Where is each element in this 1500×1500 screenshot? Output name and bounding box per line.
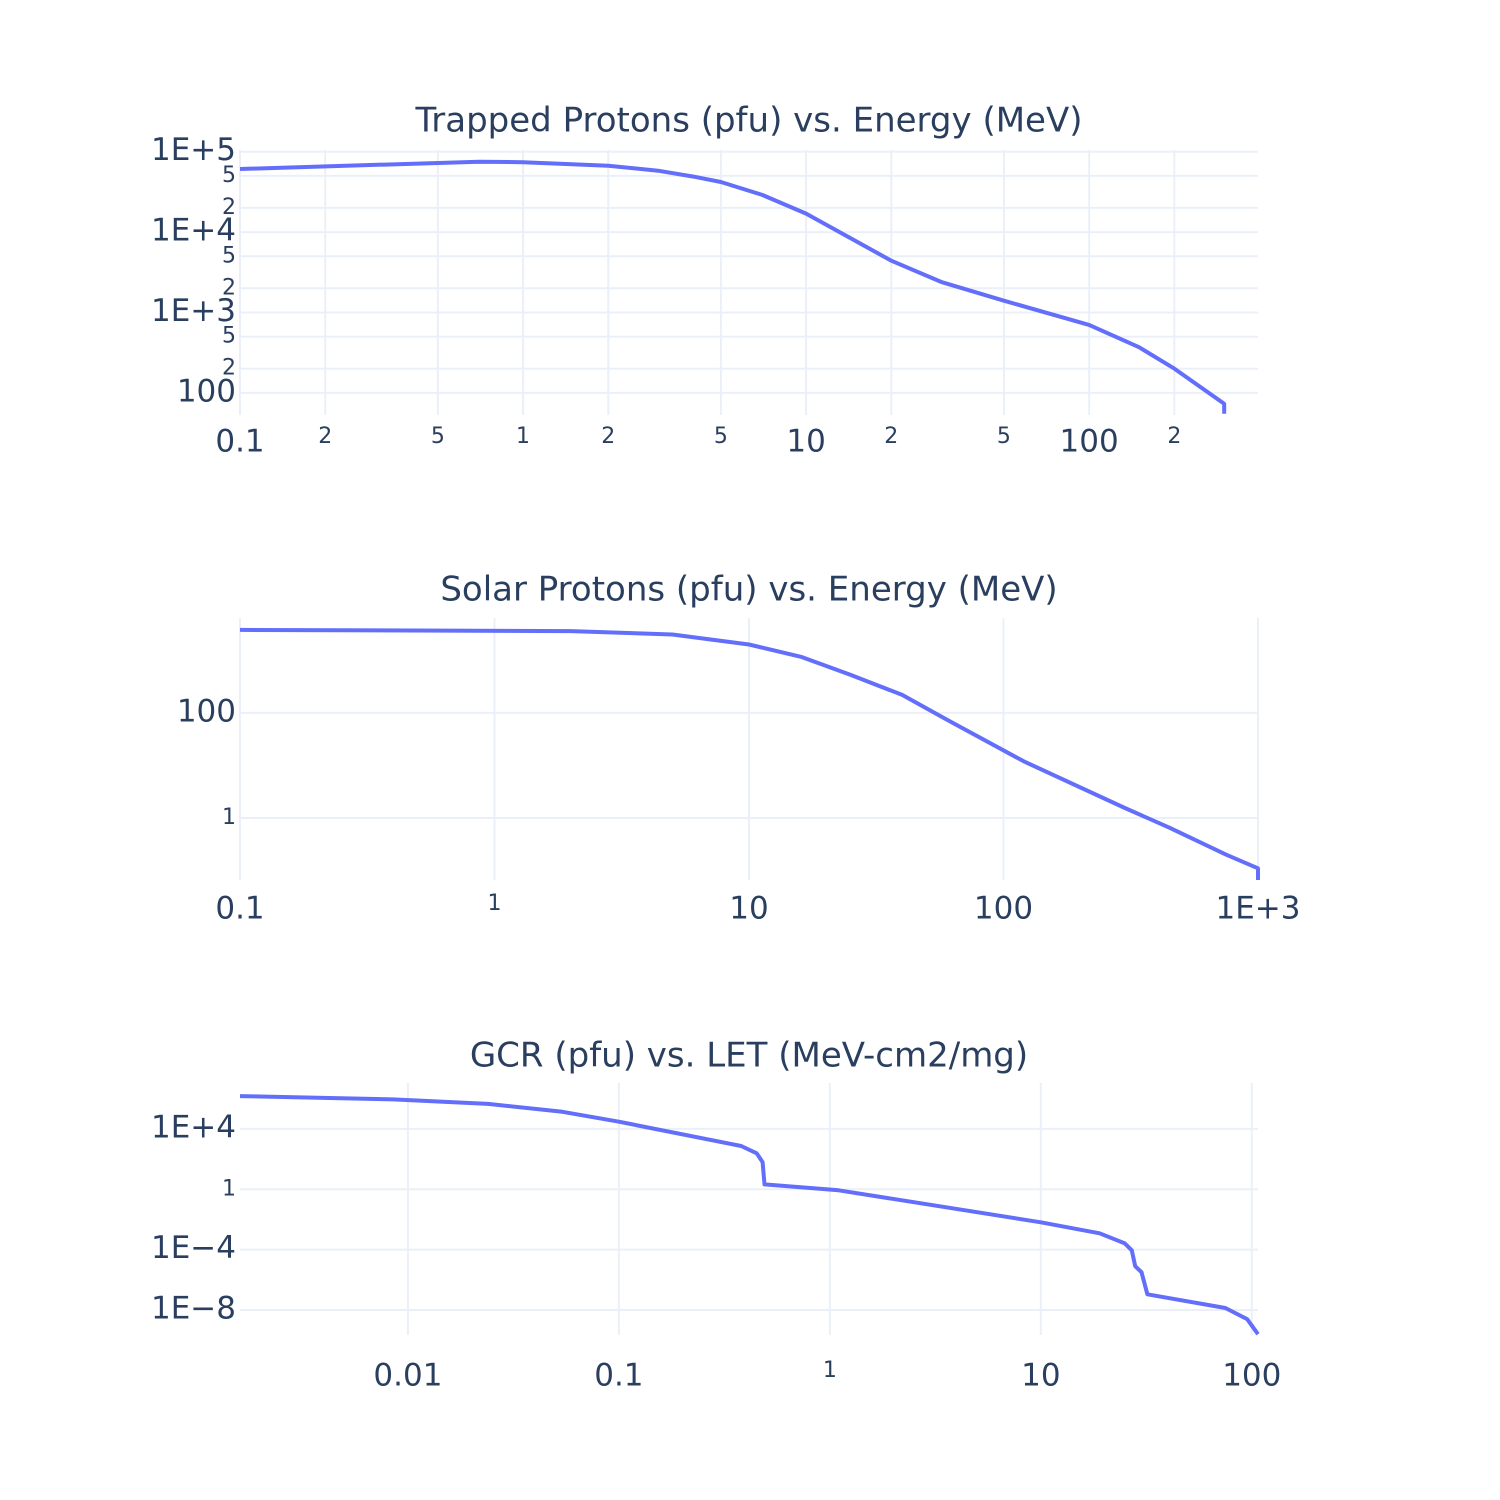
- y-tick-label: 2: [222, 195, 236, 220]
- x-tick-label: 5: [997, 424, 1011, 449]
- data-line: [239, 627, 1260, 880]
- x-tick-label: 1: [488, 891, 502, 916]
- x-tick-label: 5: [431, 424, 445, 449]
- chart-title: GCR (pfu) vs. LET (MeV-cm2/mg): [470, 1036, 1028, 1076]
- x-tick-label: 0.01: [373, 1358, 442, 1394]
- y-tick-label: 1E+3: [151, 293, 236, 329]
- y-tick-label: 100: [177, 693, 236, 729]
- chart-title: Trapped Protons (pfu) vs. Energy (MeV): [415, 101, 1083, 141]
- chart-title: Solar Protons (pfu) vs. Energy (MeV): [440, 570, 1057, 610]
- y-tick-label: 1E+5: [151, 132, 236, 168]
- x-tick-label: 0.1: [594, 1358, 643, 1394]
- y-tick-label: 1: [222, 1176, 236, 1201]
- x-tick-label: 1: [823, 1358, 837, 1383]
- x-tick-label: 1E+3: [1215, 891, 1300, 927]
- y-tick-label: 1E−8: [151, 1290, 236, 1326]
- y-tick-label: 1E+4: [151, 1109, 236, 1145]
- data-line: [239, 159, 1227, 414]
- x-tick-label: 100: [1060, 424, 1119, 460]
- x-tick-label: 10: [729, 891, 768, 927]
- x-tick-label: 100: [974, 891, 1033, 927]
- x-tick-label: 2: [318, 424, 332, 449]
- x-tick-label: 0.1: [215, 424, 264, 460]
- y-tick-label: 2: [222, 356, 236, 381]
- x-tick-label: 10: [1021, 1358, 1060, 1394]
- x-tick-label: 2: [1167, 424, 1181, 449]
- x-tick-label: 2: [884, 424, 898, 449]
- y-tick-label: 1E−4: [151, 1230, 236, 1266]
- x-tick-label: 100: [1222, 1358, 1281, 1394]
- y-tick-label: 5: [222, 163, 236, 188]
- y-tick-label: 100: [177, 373, 236, 409]
- x-tick-label: 1: [516, 424, 530, 449]
- y-tick-label: 1E+4: [151, 213, 236, 249]
- data-line: [239, 1094, 1260, 1336]
- y-tick-label: 5: [222, 324, 236, 349]
- y-tick-label: 1: [222, 805, 236, 830]
- x-tick-label: 2: [601, 424, 615, 449]
- y-tick-label: 2: [222, 275, 236, 300]
- x-tick-label: 0.1: [215, 891, 264, 927]
- x-tick-label: 5: [714, 424, 728, 449]
- y-tick-label: 5: [222, 243, 236, 268]
- x-tick-label: 10: [786, 424, 825, 460]
